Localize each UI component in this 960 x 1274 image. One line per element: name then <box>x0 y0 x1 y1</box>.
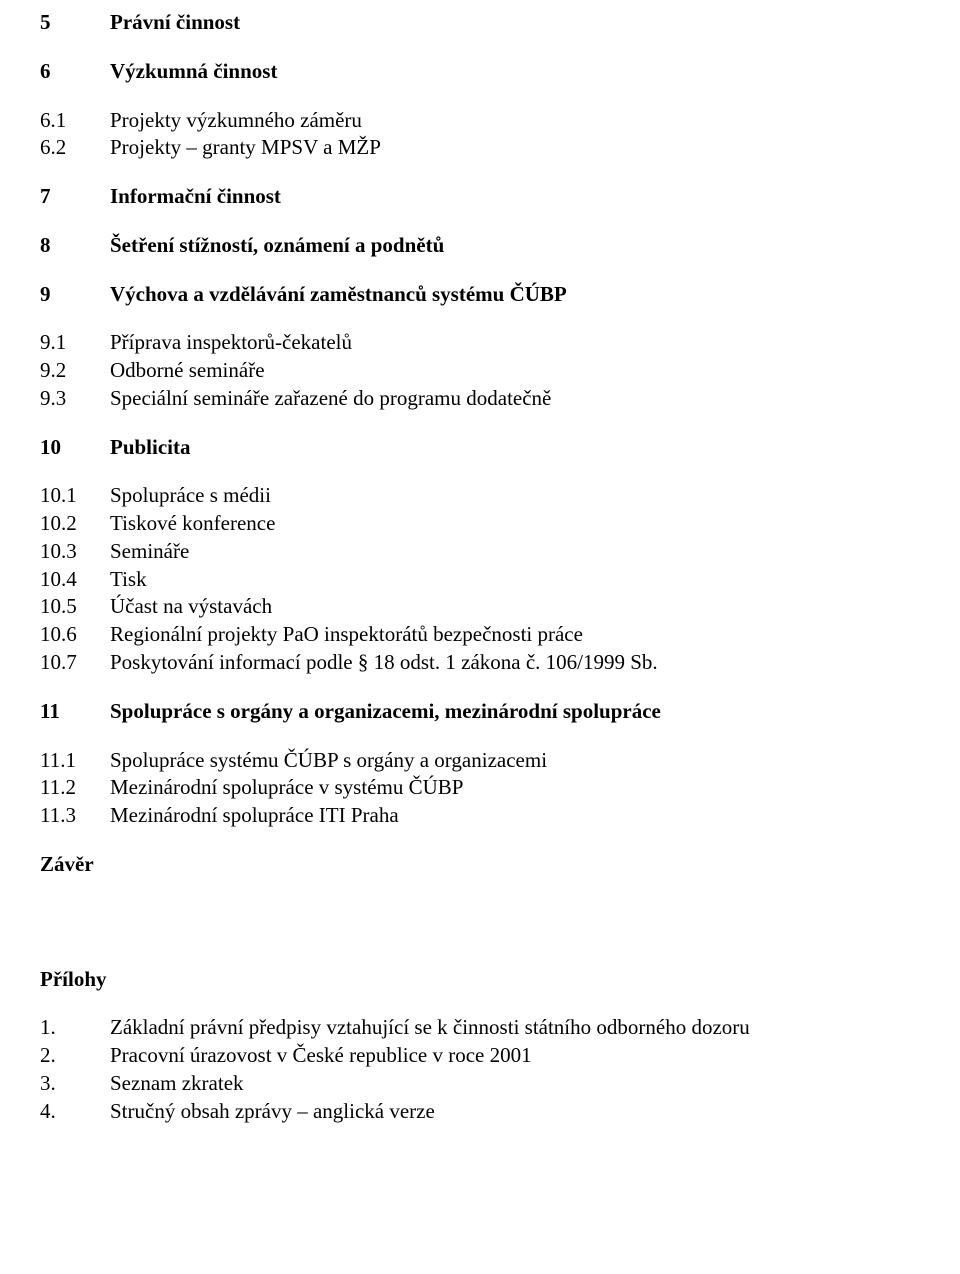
toc-number: 10.2 <box>40 511 110 536</box>
toc-row: 5Právní činnost42 <box>40 10 960 35</box>
toc-number: 10.7 <box>40 650 110 675</box>
toc-number: 11.1 <box>40 748 110 773</box>
attachment-number: 3. <box>40 1071 110 1096</box>
toc-number: 6 <box>40 59 110 84</box>
toc-number: Závěr <box>40 852 110 877</box>
toc-row: 10.5Účast na výstavách52 <box>40 594 960 619</box>
attachments-heading: Přílohy <box>40 967 960 992</box>
toc-number: 9.2 <box>40 358 110 383</box>
toc-row: 10.3Semináře51 <box>40 539 960 564</box>
toc-label: Tisk <box>110 567 960 592</box>
toc-row: 6.2Projekty – granty MPSV a MŽP44 <box>40 135 960 160</box>
toc-label: Účast na výstavách <box>110 594 960 619</box>
attachment-row: 3.Seznam zkratek <box>40 1071 960 1096</box>
toc-label: Mezinárodní spolupráce ITI Praha <box>110 803 960 828</box>
toc-row: 11.1Spolupráce systému ČÚBP s orgány a o… <box>40 748 960 773</box>
toc-label: Spolupráce s médii <box>110 483 960 508</box>
toc-row: 6Výzkumná činnost42 <box>40 59 960 84</box>
toc-number: 5 <box>40 10 110 35</box>
attachment-number: 2. <box>40 1043 110 1068</box>
toc-row: 9Výchova a vzdělávání zaměstnanců systém… <box>40 282 960 307</box>
toc-label: Projekty výzkumného záměru <box>110 108 960 133</box>
toc-number: 10 <box>40 435 110 460</box>
attachment-number: 4. <box>40 1099 110 1124</box>
attachment-row: 2.Pracovní úrazovost v České republice v… <box>40 1043 960 1068</box>
toc-row: 10.4Tisk51 <box>40 567 960 592</box>
table-of-contents: 5Právní činnost426Výzkumná činnost426.1P… <box>40 10 960 877</box>
toc-row: 8Šetření stížností, oznámení a podnětů46 <box>40 233 960 258</box>
toc-number: 10.6 <box>40 622 110 647</box>
toc-number: 9.3 <box>40 386 110 411</box>
toc-number: 9 <box>40 282 110 307</box>
toc-row: 6.1Projekty výzkumného záměru43 <box>40 108 960 133</box>
toc-row: 10.6Regionální projekty PaO inspektorátů… <box>40 622 960 647</box>
attachments-list: 1.Základní právní předpisy vztahující se… <box>40 1015 960 1126</box>
toc-label: Šetření stížností, oznámení a podnětů <box>110 233 960 258</box>
toc-number: 11.2 <box>40 775 110 800</box>
attachment-label: Základní právní předpisy vztahující se k… <box>110 1015 960 1040</box>
toc-label: Poskytování informací podle § 18 odst. 1… <box>110 650 960 675</box>
toc-number: 8 <box>40 233 110 258</box>
toc-row: 9.2Odborné semináře50 <box>40 358 960 383</box>
toc-number: 10.4 <box>40 567 110 592</box>
toc-label: Publicita <box>110 435 960 460</box>
toc-number: 10.5 <box>40 594 110 619</box>
toc-row: 11.3Mezinárodní spolupráce ITI Praha56 <box>40 803 960 828</box>
toc-row: Závěr56 <box>40 852 960 877</box>
toc-row: 10Publicita50 <box>40 435 960 460</box>
toc-number: 6.1 <box>40 108 110 133</box>
toc-number: 11 <box>40 699 110 724</box>
attachment-number: 1. <box>40 1015 110 1040</box>
toc-label: Tiskové konference <box>110 511 960 536</box>
toc-row: 10.7Poskytování informací podle § 18 ods… <box>40 650 960 675</box>
attachment-label: Pracovní úrazovost v České republice v r… <box>110 1043 960 1068</box>
toc-number: 11.3 <box>40 803 110 828</box>
toc-label: Projekty – granty MPSV a MŽP <box>110 135 960 160</box>
toc-label: Speciální semináře zařazené do programu … <box>110 386 960 411</box>
toc-label: Právní činnost <box>110 10 960 35</box>
toc-number: 10.1 <box>40 483 110 508</box>
toc-row: 9.1Příprava inspektorů-čekatelů49 <box>40 330 960 355</box>
attachment-row: 4.Stručný obsah zprávy – anglická verze <box>40 1099 960 1124</box>
toc-number: 7 <box>40 184 110 209</box>
toc-row: 10.1Spolupráce s médii51 <box>40 483 960 508</box>
toc-label: Mezinárodní spolupráce v systému ČÚBP <box>110 775 960 800</box>
toc-row: 11Spolupráce s orgány a organizacemi, me… <box>40 699 960 724</box>
toc-label: Regionální projekty PaO inspektorátů bez… <box>110 622 960 647</box>
toc-row: 9.3Speciální semináře zařazené do progra… <box>40 386 960 411</box>
toc-label: Spolupráce systému ČÚBP s orgány a organ… <box>110 748 960 773</box>
toc-row: 11.2Mezinárodní spolupráce v systému ČÚB… <box>40 775 960 800</box>
toc-row: 10.2Tiskové konference51 <box>40 511 960 536</box>
attachment-label: Seznam zkratek <box>110 1071 960 1096</box>
attachment-row: 1.Základní právní předpisy vztahující se… <box>40 1015 960 1040</box>
attachment-label: Stručný obsah zprávy – anglická verze <box>110 1099 960 1124</box>
toc-number: 9.1 <box>40 330 110 355</box>
toc-label: Semináře <box>110 539 960 564</box>
toc-label: Informační činnost <box>110 184 960 209</box>
toc-row: 7Informační činnost45 <box>40 184 960 209</box>
toc-number: 10.3 <box>40 539 110 564</box>
toc-label: Příprava inspektorů-čekatelů <box>110 330 960 355</box>
toc-label: Spolupráce s orgány a organizacemi, mezi… <box>110 699 960 724</box>
toc-label: Výzkumná činnost <box>110 59 960 84</box>
toc-label: Výchova a vzdělávání zaměstnanců systému… <box>110 282 960 307</box>
toc-number: 6.2 <box>40 135 110 160</box>
toc-label: Odborné semináře <box>110 358 960 383</box>
